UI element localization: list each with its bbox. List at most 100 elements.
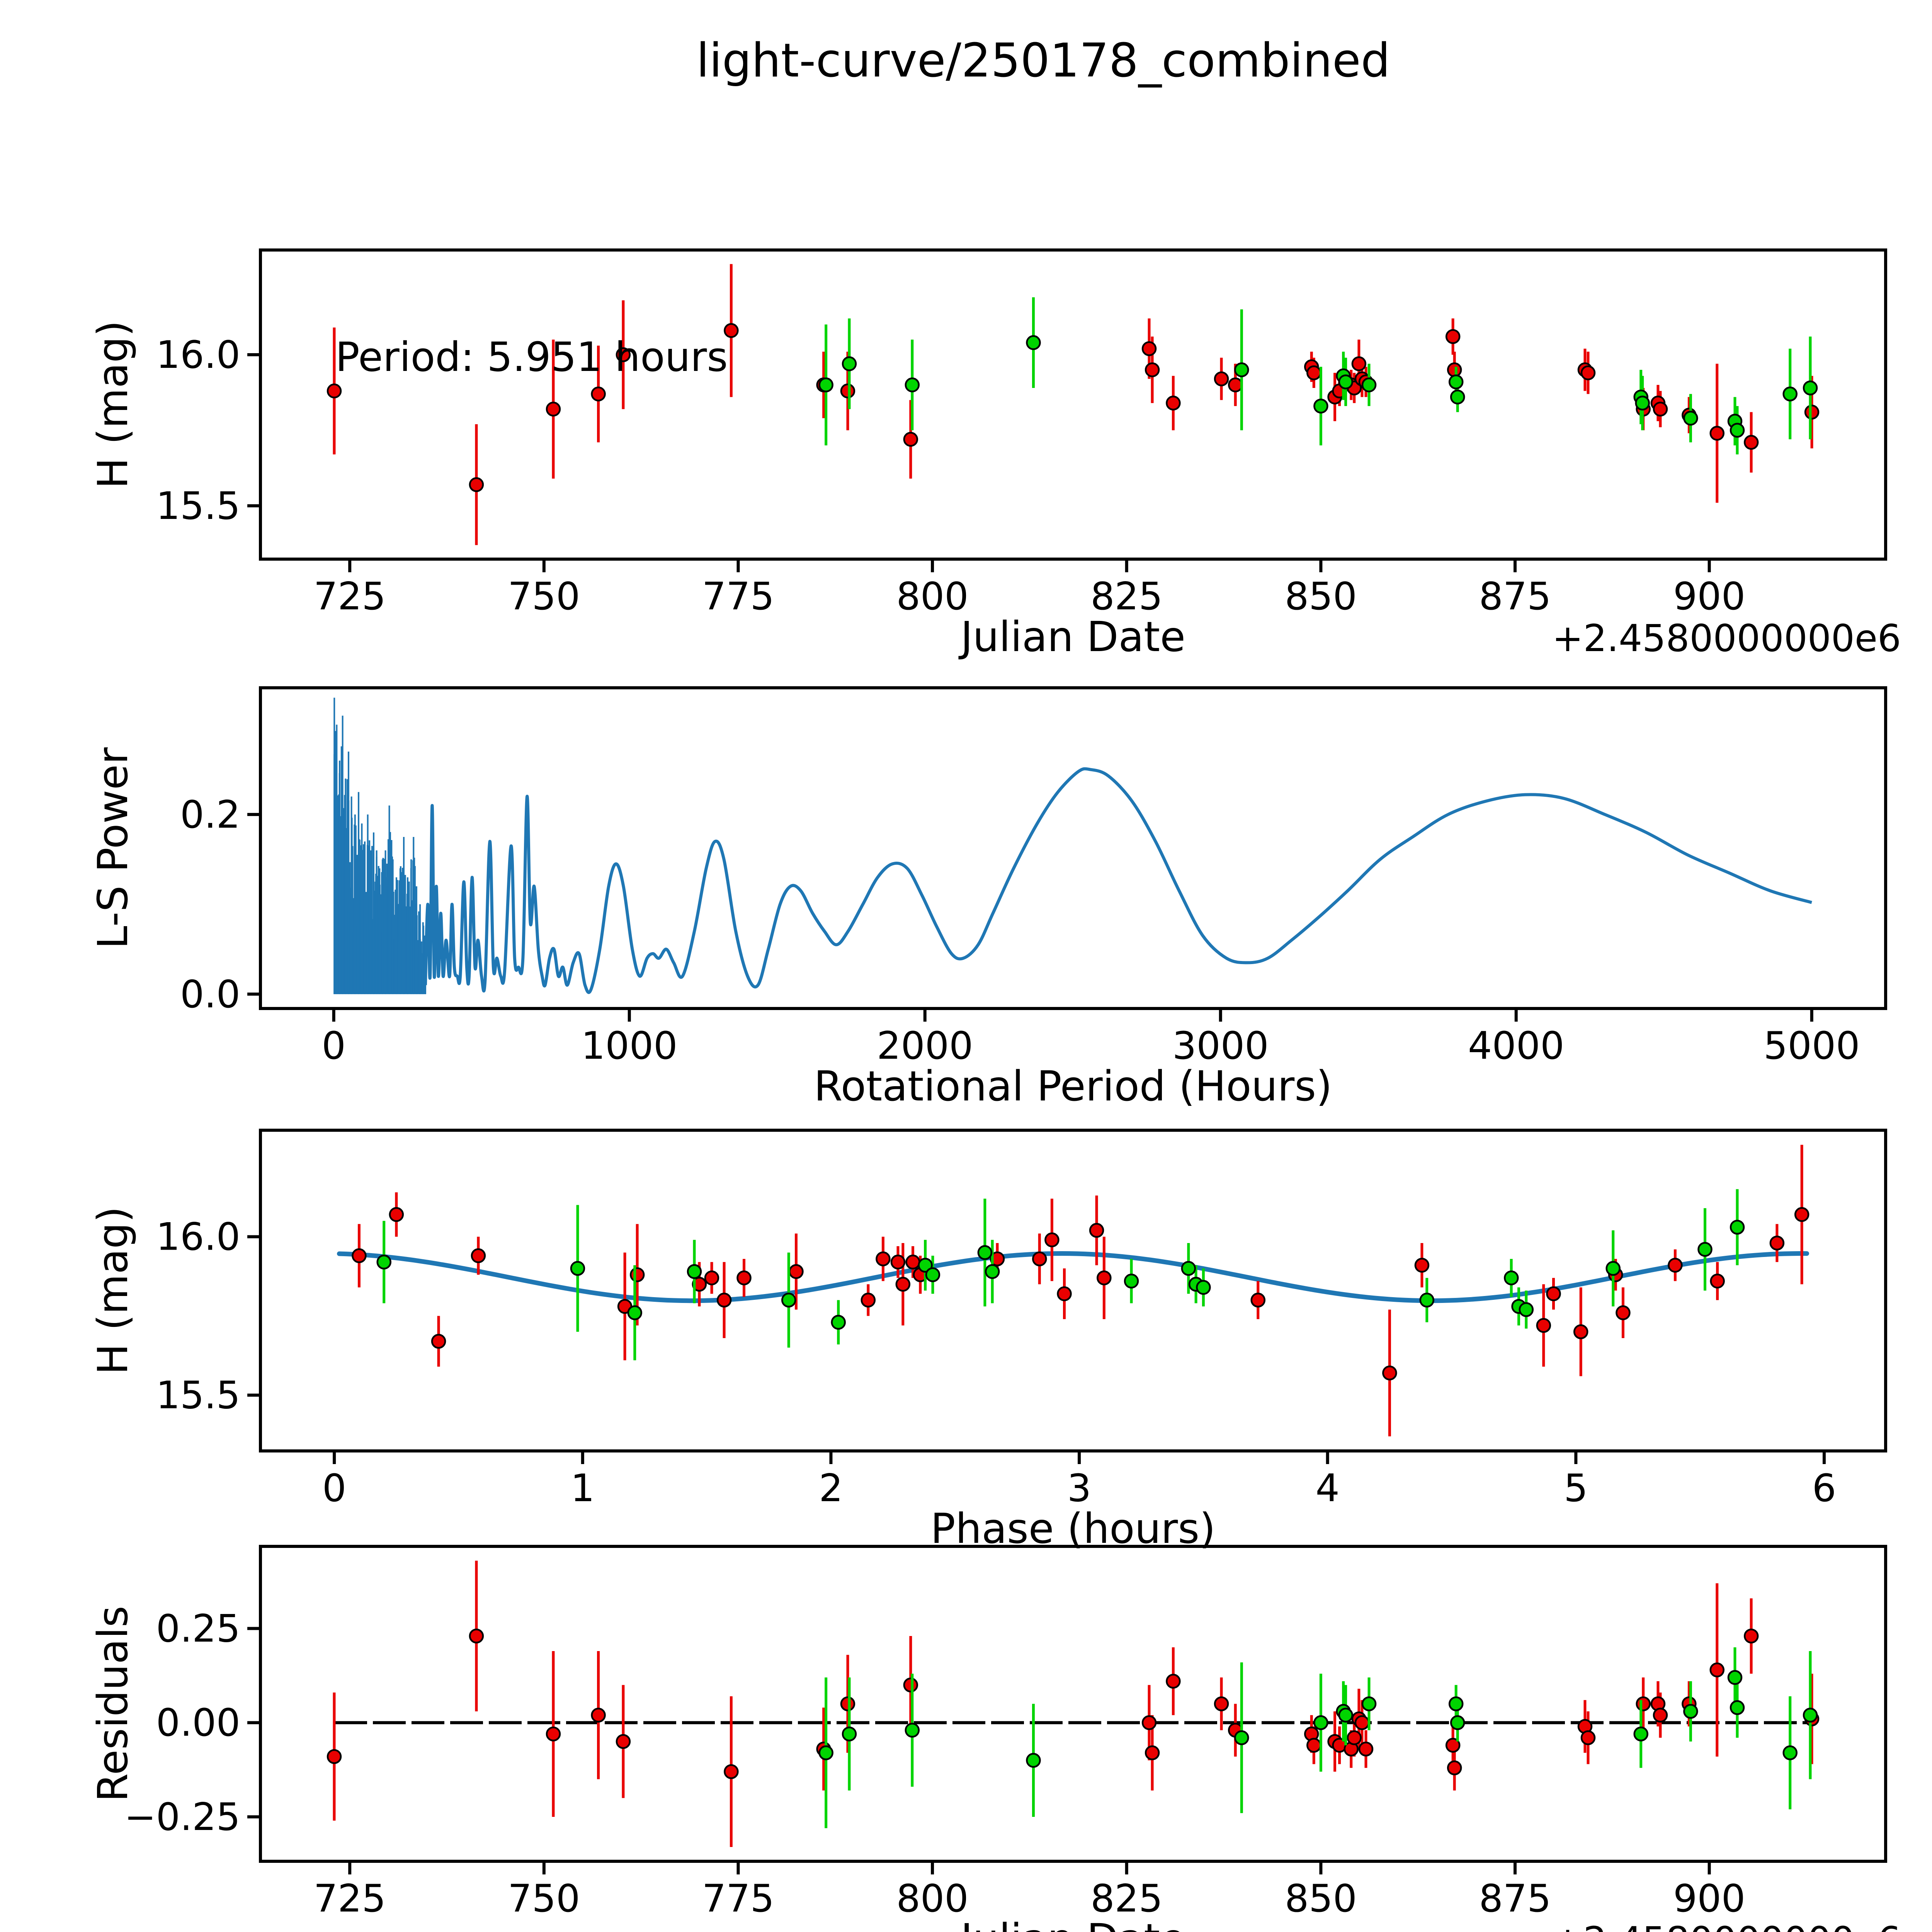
y-axis-label: L-S Power (89, 747, 137, 949)
x-axis-label: Rotational Period (Hours) (814, 1063, 1332, 1111)
data-point-green (1026, 335, 1041, 350)
data-point-green (627, 1305, 643, 1320)
data-point-red (327, 383, 342, 399)
y-tick-label: 15.5 (156, 1374, 240, 1418)
data-point-red (1250, 1293, 1266, 1308)
data-point-red (629, 1267, 645, 1282)
data-point-red (1214, 371, 1229, 386)
x-tick-label: 800 (896, 575, 969, 619)
data-point-red (1306, 365, 1321, 381)
data-point-red (903, 1677, 918, 1693)
data-point-green (1124, 1274, 1139, 1289)
data-point-green (1419, 1293, 1434, 1308)
x-tick-label: 825 (1090, 1877, 1163, 1921)
data-point-red (1354, 1715, 1370, 1730)
data-point-green (1519, 1302, 1534, 1317)
data-point-red (704, 1270, 719, 1286)
x-tick-label: 875 (1479, 575, 1551, 619)
data-point-red (716, 1293, 732, 1308)
data-point-red (1351, 356, 1367, 371)
data-point-red (1044, 1232, 1060, 1248)
data-point-green (905, 377, 920, 393)
x-tick-label: 1000 (581, 1024, 677, 1068)
data-point-red (789, 1264, 804, 1279)
data-point-red (840, 383, 855, 399)
y-tick-label: 16.0 (156, 1215, 240, 1259)
figure-title: light-curve/250178_combined (696, 34, 1390, 88)
x-tick-label: 875 (1479, 1877, 1551, 1921)
data-point-red (736, 1270, 752, 1286)
x-tick-label: 2000 (877, 1024, 973, 1068)
data-point-green (1448, 1696, 1464, 1711)
series-red (327, 1561, 1820, 1847)
data-point-red (895, 1277, 911, 1292)
data-point-red (1546, 1286, 1561, 1301)
data-point-green (842, 356, 857, 371)
data-point-green (376, 1254, 391, 1270)
data-point-red (471, 1248, 486, 1264)
data-point-green (1181, 1261, 1196, 1276)
y-tick-label: 0.2 (180, 793, 240, 837)
period-annotation: Period: 5.951 hours (335, 333, 728, 381)
y-axis: −0.25 0.00 0.25 (124, 1607, 260, 1839)
x-tick-label: 725 (314, 575, 386, 619)
data-point-red (1166, 1673, 1181, 1689)
data-point-red (1145, 1745, 1160, 1760)
data-point-green (1450, 389, 1465, 405)
data-point-green (1803, 1708, 1818, 1723)
data-point-red (1306, 1738, 1321, 1753)
data-point-green (1313, 398, 1328, 414)
data-point-red (1743, 435, 1759, 450)
axis-offset-label: +2.4580000000e6 (1552, 617, 1901, 660)
data-point-red (1573, 1324, 1588, 1339)
data-point-red (469, 1628, 484, 1644)
series-green (818, 297, 1818, 455)
fit-curve (337, 1251, 1809, 1303)
data-point-green (1683, 410, 1698, 426)
data-point-red (389, 1207, 404, 1222)
x-tick-label: 3000 (1172, 1024, 1269, 1068)
data-point-red (724, 323, 739, 338)
data-point-green (918, 1258, 933, 1273)
x-tick-label: 5000 (1764, 1024, 1860, 1068)
series-green (376, 1189, 1745, 1361)
y-axis-label: H (mag) (89, 320, 137, 489)
data-point-red (1141, 341, 1157, 356)
data-point-green (1782, 1745, 1798, 1760)
data-point-red (903, 432, 918, 447)
periodogram-dense-spikes (333, 697, 426, 994)
y-axis: 0.0 0.2 (180, 793, 260, 1017)
data-point-red (1228, 377, 1243, 393)
x-tick-label: 775 (702, 575, 774, 619)
data-point-red (1668, 1258, 1683, 1273)
data-point-red (1653, 401, 1668, 417)
data-point-green (1361, 1696, 1377, 1711)
data-point-red (1057, 1286, 1072, 1301)
data-point-red (1743, 1628, 1759, 1644)
panel-periodogram: 0 1000 2000 3000 4000 5000 0.0 0.2 Rotational Pe… (89, 686, 1887, 1111)
x-tick-label: 6 (1812, 1466, 1836, 1510)
x-tick-label: 4000 (1468, 1024, 1564, 1068)
data-point-red (616, 347, 631, 362)
x-tick-label: 1 (571, 1466, 595, 1510)
data-point-red (1794, 1207, 1810, 1222)
data-point-green (842, 1726, 857, 1742)
data-point-red (591, 1708, 606, 1723)
x-axis: 0 1 2 3 4 5 6 (322, 1451, 1836, 1510)
data-point-red (1214, 1696, 1229, 1711)
y-axis-label: Residuals (89, 1606, 137, 1802)
data-point-red (724, 1764, 739, 1779)
data-point-green (781, 1293, 796, 1308)
data-point-green (1683, 1704, 1698, 1719)
x-axis: 0 1000 2000 3000 4000 5000 (322, 1009, 1860, 1068)
data-point-red (591, 386, 606, 401)
data-point-green (1450, 1715, 1465, 1730)
data-point-red (890, 1254, 906, 1270)
data-point-green (905, 1723, 920, 1738)
data-point-red (861, 1293, 876, 1308)
data-point-red (1636, 1696, 1651, 1711)
data-point-green (818, 1745, 833, 1760)
x-tick-label: 750 (508, 575, 580, 619)
